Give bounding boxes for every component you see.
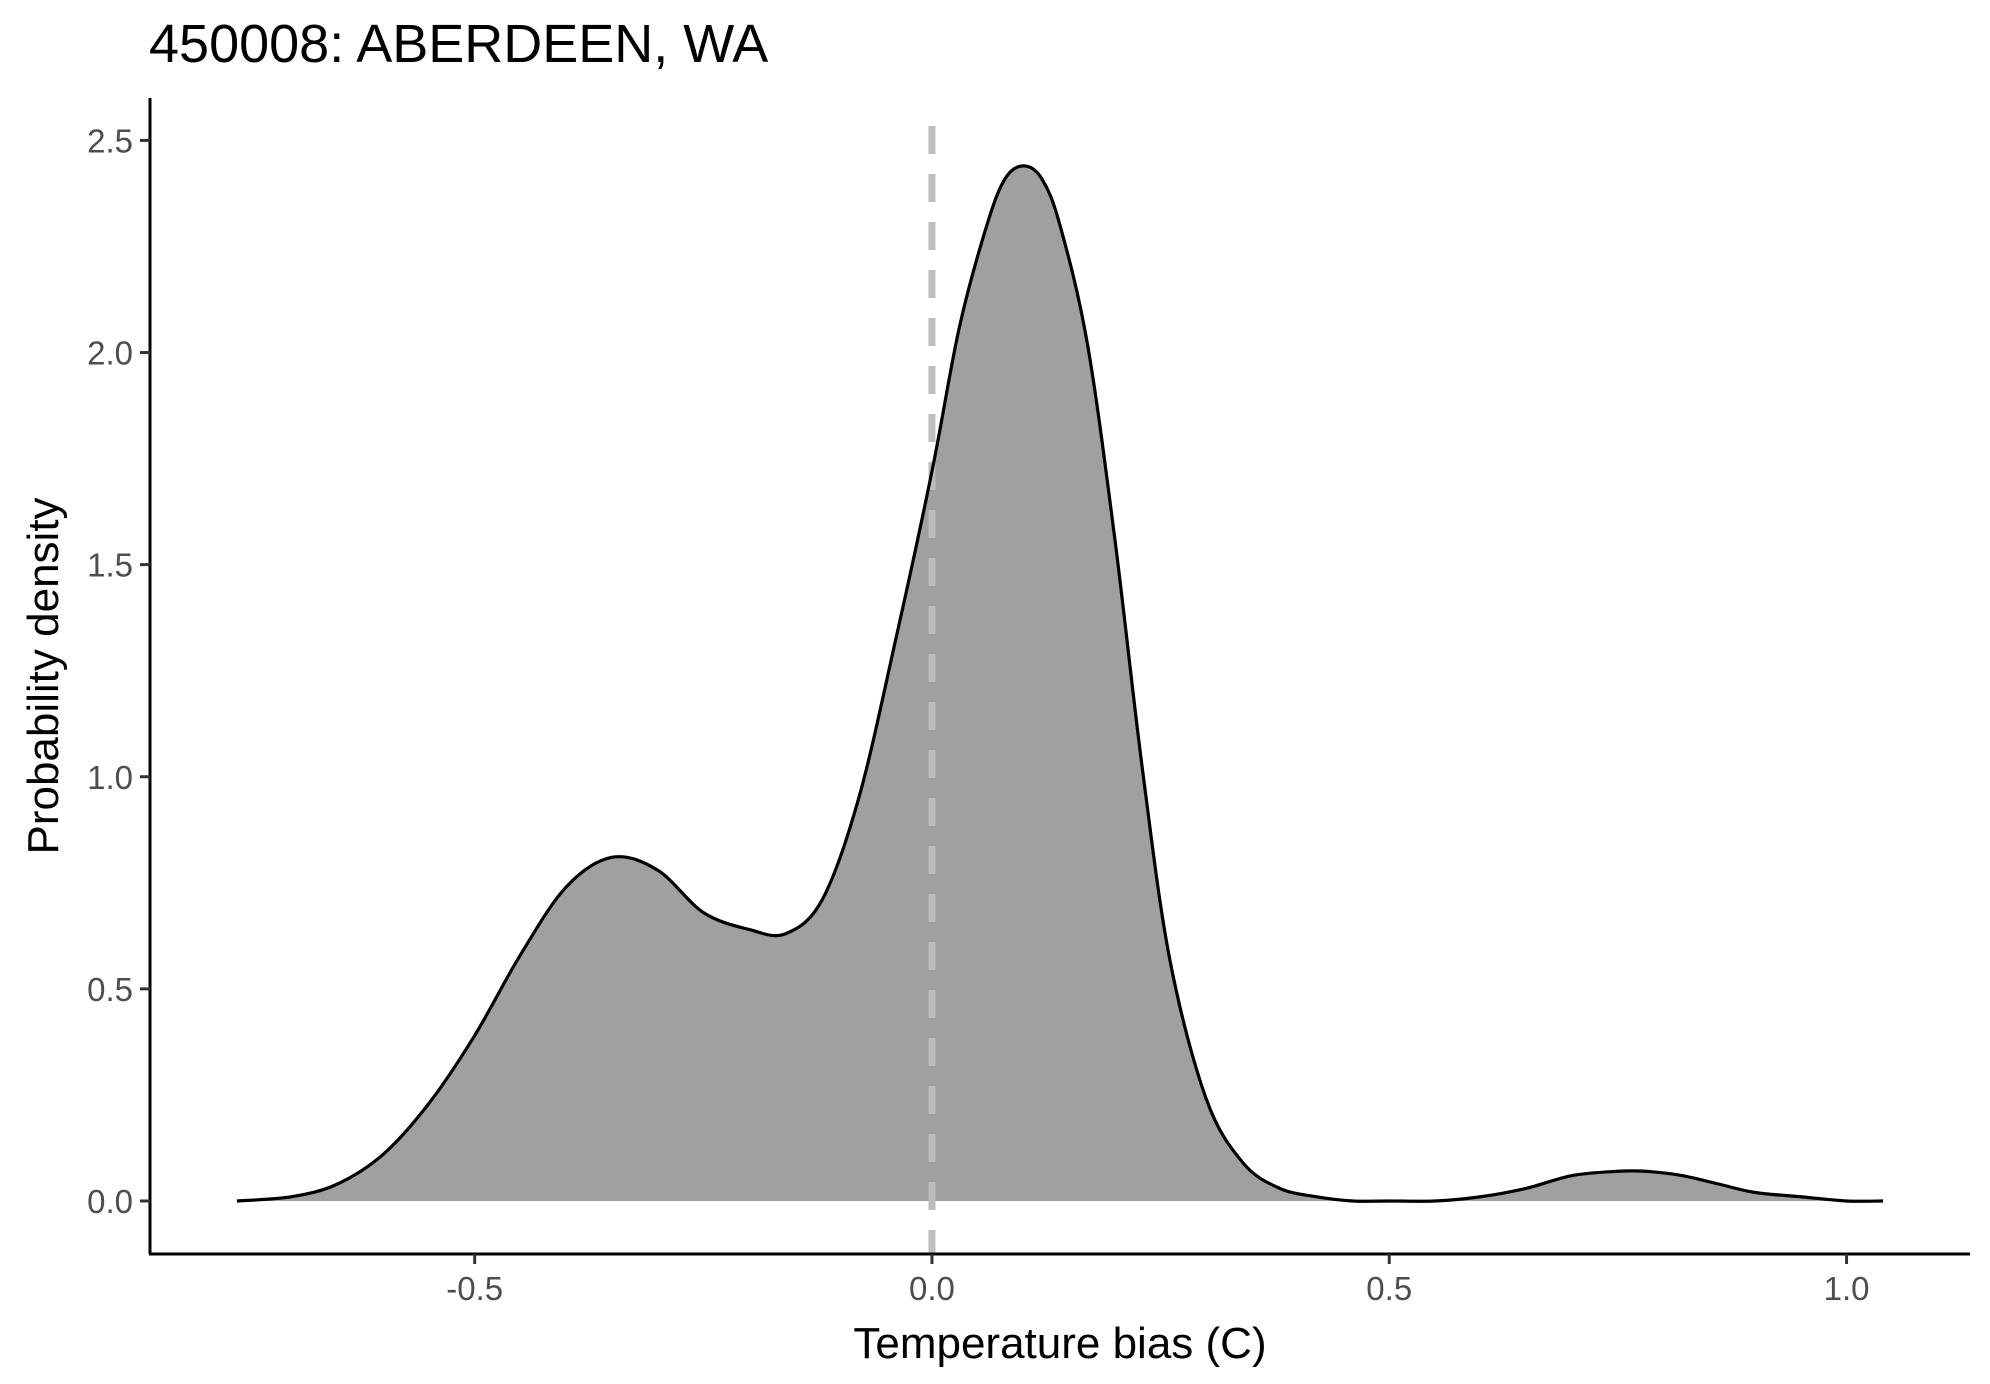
- density-curve: [236, 164, 1884, 1203]
- y-tick-label: 1.5: [87, 547, 133, 584]
- density-area: [236, 165, 1884, 1202]
- x-tick-label: -0.5: [446, 1270, 503, 1307]
- x-tick-label: 0.5: [1366, 1270, 1412, 1307]
- y-tick-label: 1.0: [87, 759, 133, 796]
- y-tick-label: 0.0: [87, 1183, 133, 1220]
- y-tick-label: 2.0: [87, 335, 133, 372]
- x-axis-title: Temperature bias (C): [853, 1319, 1266, 1368]
- y-tick-label: 2.5: [87, 122, 133, 159]
- chart-title: 450008: ABERDEEN, WA: [149, 14, 768, 74]
- y-axis-ticks: 0.0 0.5 1.0 1.5 2.0 2.5: [87, 122, 150, 1220]
- x-tick-label: 1.0: [1824, 1270, 1870, 1307]
- plot-area: [236, 126, 1884, 1254]
- x-tick-label: 0.0: [909, 1270, 955, 1307]
- y-axis-title: Probability density: [19, 497, 68, 854]
- x-axis-ticks: -0.5 0.0 0.5 1.0: [446, 1254, 1869, 1307]
- y-tick-label: 0.5: [87, 971, 133, 1008]
